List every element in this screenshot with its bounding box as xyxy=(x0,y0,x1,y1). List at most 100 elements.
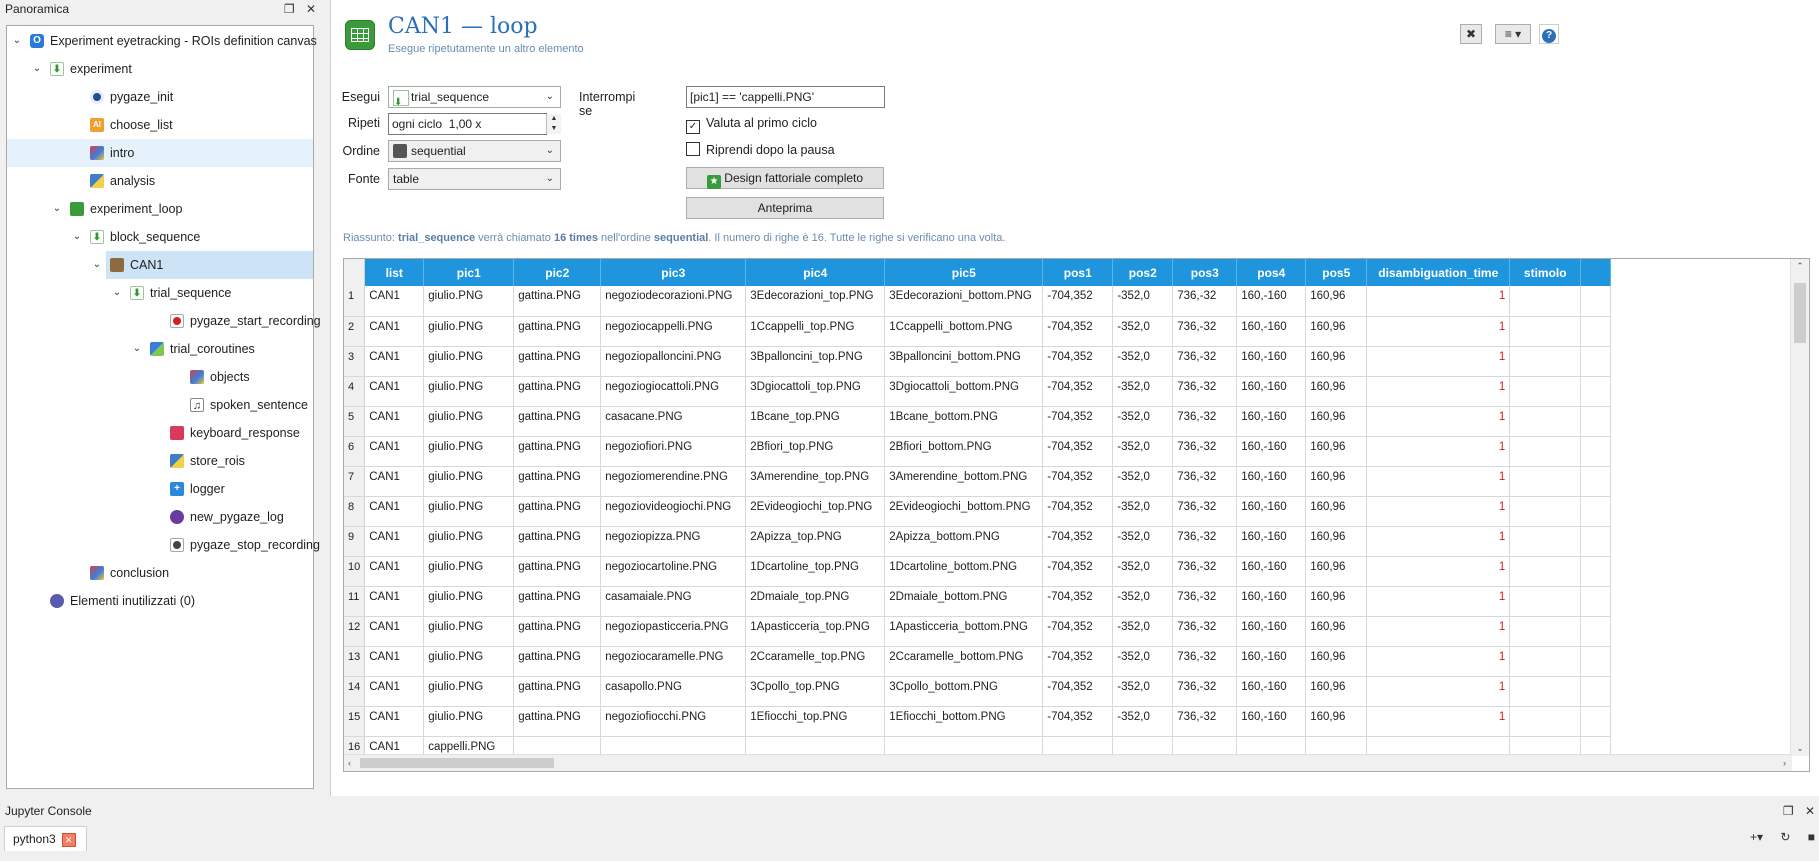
table-cell[interactable]: -352,0 xyxy=(1112,346,1174,377)
overview-tree[interactable]: ⌄ O Experiment eyetracking - ROIs definiti… xyxy=(6,25,321,789)
table-cell[interactable]: 1Dcartoline_top.PNG xyxy=(745,556,886,587)
table-cell[interactable]: CAN1 xyxy=(364,676,425,707)
table-cell[interactable] xyxy=(1580,466,1612,497)
table-cell[interactable]: gattina.PNG xyxy=(513,496,602,527)
table-cell[interactable]: 160,96 xyxy=(1305,616,1368,647)
table-row[interactable]: 1 CAN1 giulio.PNG gattina.PNG negoziodecoraz… xyxy=(344,286,1612,317)
table-cell[interactable]: 1 xyxy=(1366,706,1511,737)
loop-table-grid[interactable]: list pic1 pic2 pic3 pic4 pic5 pos1 pos2 pos3 pos4… xyxy=(344,259,1612,756)
table-cell[interactable]: 160,96 xyxy=(1305,526,1368,557)
tree-item[interactable]: AI choose_list xyxy=(7,111,313,139)
table-cell[interactable]: 1 xyxy=(1366,286,1511,317)
table-cell[interactable]: 1Apasticceria_top.PNG xyxy=(745,616,886,647)
table-cell[interactable]: giulio.PNG xyxy=(423,526,515,557)
float-panel-icon[interactable]: ❐ xyxy=(1782,804,1794,818)
table-cell[interactable]: negoziopasticceria.PNG xyxy=(600,616,747,647)
table-cell[interactable]: negoziovideogiochi.PNG xyxy=(600,496,747,527)
table-cell[interactable] xyxy=(1509,586,1582,617)
resume-after-pause-checkbox[interactable]: Riprendi dopo la pausa xyxy=(686,142,835,157)
row-number[interactable]: 16 xyxy=(344,736,366,756)
table-cell[interactable] xyxy=(1580,736,1612,756)
chevron-down-icon[interactable]: ⌄ xyxy=(12,35,22,46)
table-cell[interactable]: -352,0 xyxy=(1112,286,1174,317)
table-cell[interactable]: -704,352 xyxy=(1042,316,1114,347)
table-cell[interactable]: CAN1 xyxy=(364,406,425,437)
table-cell[interactable]: -352,0 xyxy=(1112,526,1174,557)
table-cell[interactable]: negoziogiocattoli.PNG xyxy=(600,376,747,407)
table-cell[interactable]: 736,-32 xyxy=(1172,466,1238,497)
table-cell[interactable] xyxy=(1580,436,1612,467)
table-cell[interactable]: gattina.PNG xyxy=(513,346,602,377)
table-cell[interactable]: 2Dmaiale_bottom.PNG xyxy=(884,586,1044,617)
table-cell[interactable]: 160,-160 xyxy=(1236,556,1307,587)
table-cell[interactable]: 1Efiocchi_bottom.PNG xyxy=(884,706,1044,737)
table-cell[interactable]: CAN1 xyxy=(364,496,425,527)
table-cell[interactable]: -704,352 xyxy=(1042,346,1114,377)
row-number[interactable]: 14 xyxy=(344,676,366,707)
table-cell[interactable]: gattina.PNG xyxy=(513,616,602,647)
table-cell[interactable]: -352,0 xyxy=(1112,406,1174,437)
break-if-input[interactable] xyxy=(686,86,885,108)
table-cell[interactable]: -704,352 xyxy=(1042,706,1114,737)
table-cell[interactable] xyxy=(1509,706,1582,737)
table-cell[interactable]: 736,-32 xyxy=(1172,526,1238,557)
table-cell[interactable]: 1Ccappelli_bottom.PNG xyxy=(884,316,1044,347)
table-cell[interactable]: gattina.PNG xyxy=(513,436,602,467)
restart-icon[interactable]: ↻ xyxy=(1780,830,1791,844)
table-cell[interactable]: 160,-160 xyxy=(1236,676,1307,707)
table-cell[interactable]: CAN1 xyxy=(364,736,425,756)
row-number[interactable]: 1 xyxy=(344,286,366,317)
tree-item[interactable]: pygaze_stop_recording xyxy=(7,531,320,559)
table-row[interactable]: 13 CAN1 giulio.PNG gattina.PNG negoziocarame… xyxy=(344,646,1612,677)
eval-first-checkbox[interactable]: ✓ Valuta al primo ciclo xyxy=(686,116,817,134)
table-cell[interactable]: giulio.PNG xyxy=(423,436,515,467)
tree-item[interactable]: intro xyxy=(7,139,313,167)
table-cell[interactable]: 1Apasticceria_bottom.PNG xyxy=(884,616,1044,647)
row-number[interactable]: 7 xyxy=(344,466,366,497)
tree-item[interactable]: new_pygaze_log xyxy=(7,503,313,531)
table-cell[interactable]: 736,-32 xyxy=(1172,346,1238,377)
table-cell[interactable]: 1 xyxy=(1366,376,1511,407)
scroll-down-icon[interactable]: ⌄ xyxy=(1796,743,1804,753)
table-cell[interactable]: 160,-160 xyxy=(1236,316,1307,347)
chevron-down-icon[interactable]: ⌄ xyxy=(92,259,102,270)
column-header[interactable]: stimolo xyxy=(1509,259,1582,286)
table-row[interactable]: 14 CAN1 giulio.PNG gattina.PNG casapollo.PNG… xyxy=(344,676,1612,707)
table-cell[interactable]: -352,0 xyxy=(1112,646,1174,677)
column-header[interactable]: pic5 xyxy=(884,259,1044,286)
table-cell[interactable]: 160,96 xyxy=(1305,376,1368,407)
chevron-down-icon[interactable]: ⌄ xyxy=(32,63,42,74)
table-cell[interactable]: CAN1 xyxy=(364,586,425,617)
column-header[interactable]: pos4 xyxy=(1236,259,1307,286)
table-cell[interactable]: negoziopalloncini.PNG xyxy=(600,346,747,377)
table-cell[interactable]: 160,-160 xyxy=(1236,646,1307,677)
full-factorial-button[interactable]: ★ Design fattoriale completo xyxy=(686,167,884,189)
table-cell[interactable]: gattina.PNG xyxy=(513,706,602,737)
table-cell[interactable]: 160,-160 xyxy=(1236,526,1307,557)
table-cell[interactable] xyxy=(1509,316,1582,347)
table-cell[interactable]: 160,96 xyxy=(1305,496,1368,527)
table-cell[interactable]: 160,-160 xyxy=(1236,466,1307,497)
table-row[interactable]: 4 CAN1 giulio.PNG gattina.PNG negoziogiocatt… xyxy=(344,376,1612,407)
table-cell[interactable]: gattina.PNG xyxy=(513,406,602,437)
table-row[interactable]: 10 CAN1 giulio.PNG gattina.PNG negoziocartol… xyxy=(344,556,1612,587)
table-cell[interactable] xyxy=(1580,496,1612,527)
row-number[interactable]: 5 xyxy=(344,406,366,437)
column-header[interactable]: pic1 xyxy=(423,259,515,286)
table-row[interactable]: 15 CAN1 giulio.PNG gattina.PNG negoziofiocch… xyxy=(344,706,1612,737)
table-cell[interactable]: gattina.PNG xyxy=(513,376,602,407)
table-cell[interactable] xyxy=(1509,526,1582,557)
table-cell[interactable]: -704,352 xyxy=(1042,526,1114,557)
tree-item[interactable]: keyboard_response xyxy=(7,419,313,447)
table-cell[interactable]: negoziocappelli.PNG xyxy=(600,316,747,347)
row-number[interactable]: 10 xyxy=(344,556,366,587)
order-select[interactable]: sequential ⌄ xyxy=(388,140,561,162)
tree-item[interactable]: ⌄ experiment xyxy=(7,55,313,83)
row-number[interactable]: 13 xyxy=(344,646,366,677)
table-cell[interactable]: 1 xyxy=(1366,676,1511,707)
table-cell[interactable]: 1 xyxy=(1366,646,1511,677)
table-row[interactable]: 5 CAN1 giulio.PNG gattina.PNG casacane.PNG 1B… xyxy=(344,406,1612,437)
table-cell[interactable]: 160,-160 xyxy=(1236,406,1307,437)
table-cell[interactable] xyxy=(1580,526,1612,557)
table-cell[interactable]: negoziocaramelle.PNG xyxy=(600,646,747,677)
